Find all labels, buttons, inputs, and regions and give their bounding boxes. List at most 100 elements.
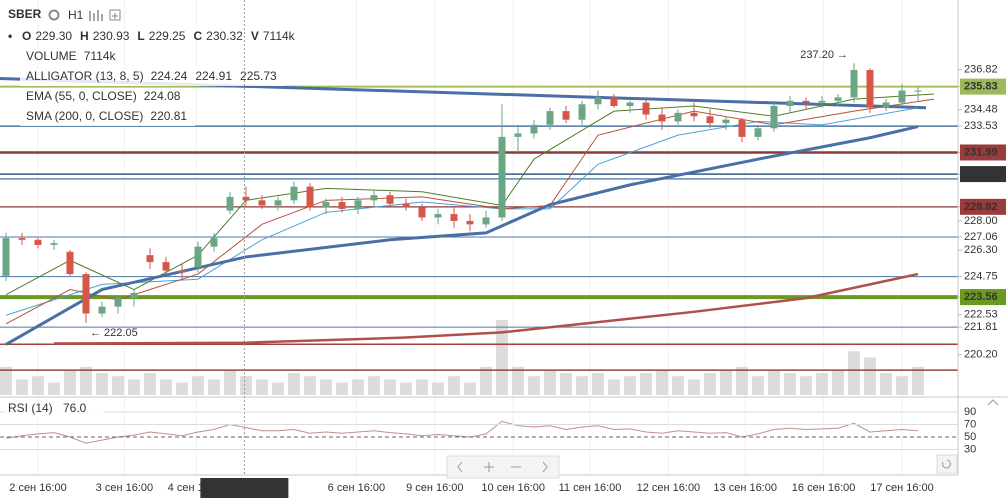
interval[interactable]: H1 bbox=[68, 8, 84, 22]
volume-bar bbox=[816, 373, 828, 395]
y-tick-label: 220.20 bbox=[964, 349, 998, 361]
candle-body bbox=[818, 100, 826, 103]
collapse-button[interactable] bbox=[987, 399, 999, 406]
nav-buttons bbox=[446, 399, 999, 479]
candle-body bbox=[642, 102, 650, 115]
volume-bar bbox=[256, 379, 268, 395]
price-annotation: ← 222.05 bbox=[90, 327, 138, 339]
ohlcv-key: C bbox=[193, 29, 202, 43]
zoom-in[interactable] bbox=[484, 462, 494, 472]
ohlcv-value: 230.32 bbox=[206, 29, 243, 43]
volume-bar bbox=[80, 366, 92, 395]
volume-bar bbox=[320, 379, 332, 395]
candle-body bbox=[530, 124, 538, 134]
candle-body bbox=[898, 90, 906, 103]
candle-body bbox=[738, 119, 746, 137]
candle-body bbox=[482, 217, 490, 225]
candle-body bbox=[146, 255, 154, 263]
volume-bar bbox=[48, 382, 60, 395]
legend-row-bg bbox=[20, 88, 189, 106]
volume-bar bbox=[800, 376, 812, 395]
volume-bar bbox=[560, 373, 572, 395]
scroll-left[interactable] bbox=[457, 461, 463, 473]
volume-bar bbox=[752, 376, 764, 395]
y-tick-box bbox=[960, 166, 1006, 183]
settings-icon[interactable] bbox=[48, 9, 60, 21]
ohlcv-value: 229.25 bbox=[149, 29, 186, 43]
ohlcv-key: V bbox=[251, 29, 259, 43]
volume-bar bbox=[112, 376, 124, 395]
candle-body bbox=[354, 200, 362, 209]
y-tick-label: 236.82 bbox=[964, 64, 998, 76]
rsi-line bbox=[5, 420, 919, 444]
candle-body bbox=[258, 200, 266, 206]
candle-body bbox=[162, 262, 170, 271]
reset-button[interactable] bbox=[936, 454, 958, 474]
volume-bar bbox=[624, 376, 636, 395]
volume-bar bbox=[736, 366, 748, 395]
rsi-legend-bg bbox=[4, 400, 104, 417]
volume-bar bbox=[496, 320, 508, 395]
candle-body bbox=[178, 270, 186, 273]
candle-body bbox=[290, 186, 298, 201]
volume-bar bbox=[224, 370, 236, 395]
ohlcv-value: 7114k bbox=[263, 29, 296, 43]
volume-bar bbox=[16, 379, 28, 395]
candle-body bbox=[770, 105, 778, 129]
volume-bar bbox=[688, 379, 700, 395]
candle-body bbox=[226, 196, 234, 211]
volume-bar bbox=[160, 379, 172, 395]
indicator-readout: 7114k bbox=[84, 49, 117, 63]
ohlcv-key: H bbox=[80, 29, 89, 43]
legend-row-bg bbox=[20, 48, 124, 66]
indicator-readout: 220.81 bbox=[150, 109, 187, 123]
candle-body bbox=[322, 202, 330, 208]
ohlcv-key: O bbox=[22, 29, 31, 43]
indicator-legend: VOLUME 7114k ALLIGATOR (13, 8, 5) 224.24 224… bbox=[20, 48, 285, 126]
chart-type-icon[interactable] bbox=[89, 10, 103, 21]
candle-body bbox=[386, 195, 394, 204]
indicator-readout: 224.08 bbox=[144, 89, 181, 103]
indicator-readout: 224.24 bbox=[151, 69, 188, 83]
x-tick-label: 13 сен 16:00 bbox=[713, 482, 777, 494]
rsi-tick-label: 90 bbox=[964, 406, 976, 418]
volume-bar bbox=[912, 366, 924, 395]
candle-body bbox=[402, 203, 410, 208]
indicator-name: VOLUME bbox=[26, 49, 77, 63]
candle-body bbox=[50, 243, 58, 245]
volume-bar bbox=[128, 379, 140, 395]
crosshair-label-bg bbox=[200, 478, 289, 498]
volume-bar bbox=[176, 382, 188, 395]
x-tick-label: 16 сен 16:00 bbox=[792, 482, 856, 494]
compare-icon[interactable] bbox=[109, 9, 121, 21]
volume-bar bbox=[336, 382, 348, 395]
scroll-right[interactable] bbox=[542, 461, 548, 473]
x-tick-label: 11 сен 16:00 bbox=[559, 482, 622, 494]
candle-body bbox=[210, 238, 218, 247]
candle-body bbox=[450, 214, 458, 221]
volume-bar bbox=[704, 373, 716, 395]
volume-bar bbox=[32, 376, 44, 395]
indicator-readout: 224.91 bbox=[195, 69, 232, 83]
y-tick-box bbox=[960, 289, 1006, 306]
y-tick-label: 228.82 bbox=[964, 201, 998, 213]
volume-bar bbox=[528, 376, 540, 395]
volume-bar bbox=[784, 373, 796, 395]
y-tick-label: 221.81 bbox=[964, 321, 998, 333]
candle-body bbox=[514, 133, 522, 137]
candle-body bbox=[754, 128, 762, 137]
volume-bar bbox=[192, 376, 204, 395]
bullet: • bbox=[8, 29, 12, 43]
y-tick-label: 231.99 bbox=[964, 146, 998, 158]
candle-body bbox=[2, 238, 10, 276]
nav-bar bbox=[446, 455, 560, 479]
y-tick-box bbox=[960, 144, 1006, 161]
candle-body bbox=[626, 102, 634, 106]
candle-body bbox=[306, 186, 314, 208]
rsi-readout: 76.0 bbox=[63, 401, 87, 415]
volume-bar bbox=[352, 379, 364, 395]
volume-bar bbox=[640, 373, 652, 395]
candle-body bbox=[114, 298, 122, 307]
volume-bar bbox=[96, 373, 108, 395]
